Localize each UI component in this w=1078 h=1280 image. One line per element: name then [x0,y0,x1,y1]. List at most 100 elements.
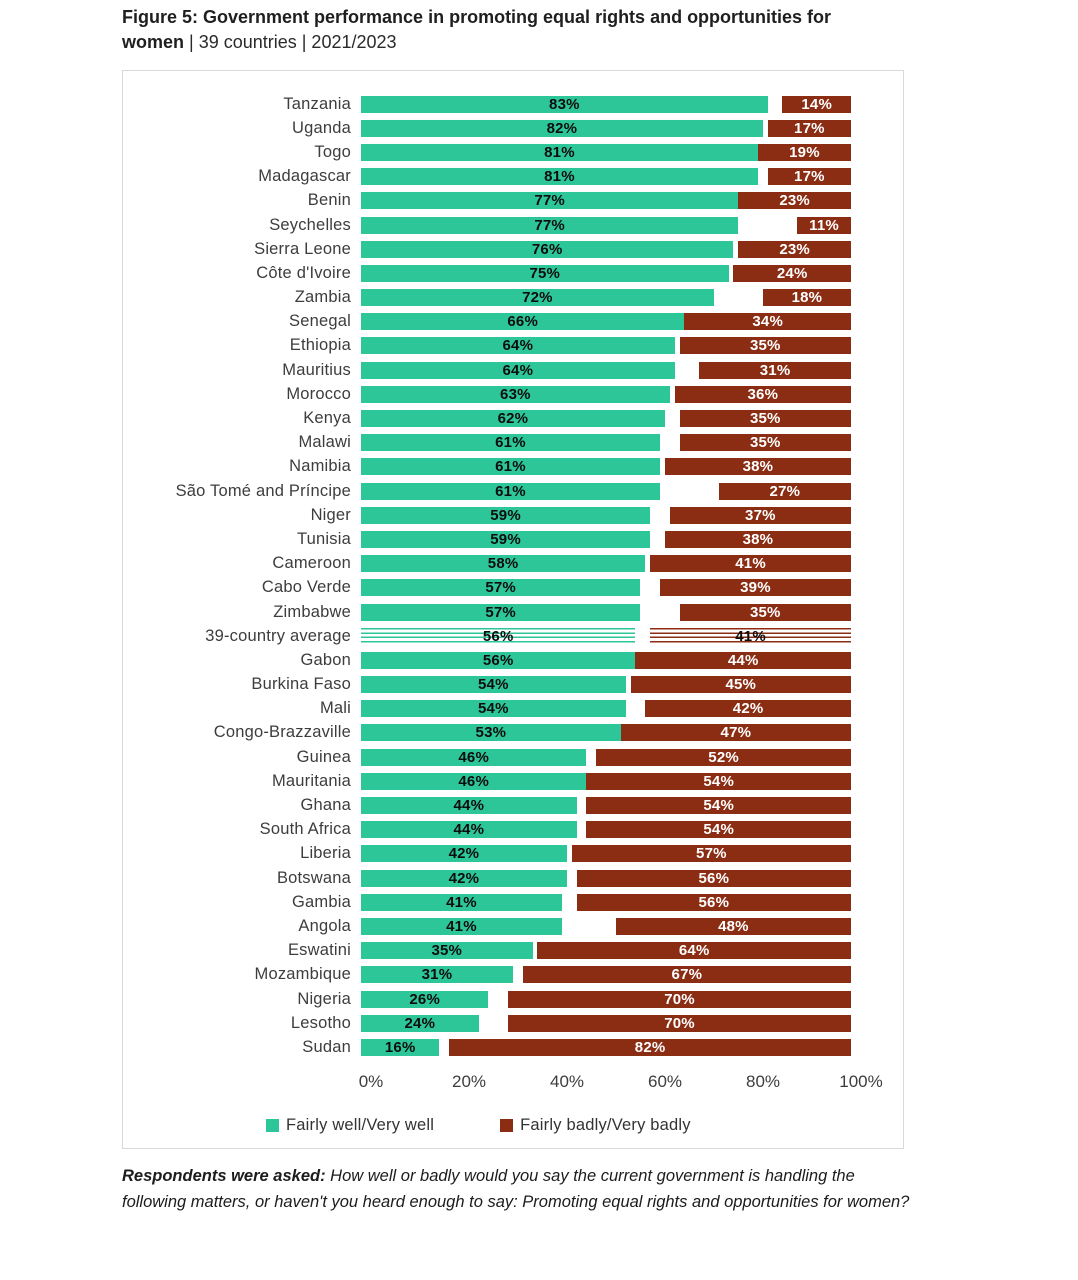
legend-swatch-badly-icon [500,1118,514,1132]
country-label: Angola [298,916,351,935]
bar-track: 61% 38% [361,458,851,476]
bar-well-label: 83% [549,95,580,113]
chart-row: Uganda 82% 17% [123,116,903,140]
bar-well [361,627,636,645]
bar-track: 58% 41% [361,555,851,573]
bar-well-label: 54% [477,700,509,718]
chart-row: Gabon 56% 44% [123,648,903,672]
bar-badly [650,627,851,645]
bar-well-label: 63% [500,385,531,403]
bar-badly [615,917,851,935]
country-label: Liberia [300,844,351,863]
bar-well-label: 77% [534,216,565,234]
bar-badly-label: 41% [735,627,766,645]
bar-well-label: 31% [421,966,453,984]
country-label: São Tomé and Príncipe [175,481,351,500]
country-label: Zimbabwe [273,602,351,621]
bar-well-label: 44% [453,821,485,839]
bar-well [361,966,513,984]
bar-well-label: 81% [544,168,575,186]
bar-badly-label: 47% [720,724,752,742]
bar-well [361,555,646,573]
bar-badly [684,313,851,331]
bar-badly-label: 38% [742,530,774,548]
x-tick: 0% [358,1072,384,1091]
bar-badly-label: 31% [759,361,791,379]
country-label: Madagascar [258,167,351,186]
bar-well [361,917,562,935]
bar-badly [576,893,851,911]
country-label: Cameroon [272,554,351,573]
country-label: Sierra Leone [254,239,351,258]
bar-track: 75% 24% [361,264,851,282]
chart-row: Morocco 63% 36% [123,382,903,406]
bar-badly [586,821,851,839]
bar-well-label: 61% [495,458,526,476]
bar-well-label: 61% [495,482,526,500]
bar-track: 42% 57% [361,845,851,863]
chart-row: Eswatini 35% 64% [123,939,903,963]
bar-badly [738,240,851,258]
bar-badly [645,700,851,718]
bar-track: 64% 35% [361,337,851,355]
bar-well [361,313,685,331]
bar-badly-label: 24% [776,264,808,282]
bar-well-label: 61% [495,434,526,452]
country-label: Eswatini [287,941,351,960]
bar-badly-label: 57% [696,845,727,863]
bar-badly-label: 45% [725,676,757,694]
bar-well-label: 58% [487,555,519,573]
figure-title-bold: Figure 5: Government performance in prom… [122,7,832,52]
bar-well-label: 24% [404,1014,436,1032]
chart-rows: Tanzania 83% 14% Uganda 82% 17% Togo 81%… [123,92,903,1060]
figure-title: Figure 5: Government performance in prom… [122,5,842,55]
chart-row: Cameroon 58% 41% [123,552,903,576]
bar-well-label: 72% [522,289,553,307]
bar-well-label: 41% [446,917,477,935]
bar-track: 64% 31% [361,361,851,379]
bar-badly-label: 56% [698,869,730,887]
bar-well [361,1038,440,1056]
chart-row: Kenya 62% 35% [123,406,903,430]
bar-track: 56% 44% [361,651,851,669]
bar-badly [733,264,851,282]
bar-well-label: 64% [502,337,534,355]
bar-well [361,337,675,355]
bar-well [361,264,729,282]
bar-badly-label: 44% [727,651,759,669]
chart-row: Namibia 61% 38% [123,455,903,479]
country-label: Uganda [292,118,351,137]
bar-well [361,530,651,548]
country-label: Togo [314,142,351,161]
bar-track: 41% 48% [361,917,851,935]
country-label: Cabo Verde [261,578,351,597]
chart-row: Gambia 41% 56% [123,890,903,914]
bar-well-label: 62% [497,410,529,428]
bar-badly-label: 35% [749,434,781,452]
bar-well [361,458,660,476]
country-label: Mauritania [271,771,351,790]
footnote-text: How well or badly would you say the curr… [122,1167,910,1211]
bar-track: 44% 54% [361,797,851,815]
bar-track: 53% 47% [361,724,851,742]
country-label: Gabon [300,650,351,669]
bar-badly-label: 67% [671,966,703,984]
bar-track: 66% 34% [361,313,851,331]
bar-badly [679,434,851,452]
chart-row: Malawi 61% 35% [123,431,903,455]
bar-badly [738,192,851,210]
bar-track: 35% 64% [361,942,851,960]
bar-badly [586,797,851,815]
country-label: Lesotho [290,1013,351,1032]
bar-track: 59% 38% [361,530,851,548]
bar-well-label: 41% [446,893,477,911]
bar-track: 82% 17% [361,119,851,137]
bar-well-label: 26% [409,990,440,1008]
bar-badly-label: 82% [634,1038,666,1056]
bar-well [361,240,734,258]
country-label: Nigeria [297,989,351,1008]
bar-well [361,651,636,669]
country-label: Ethiopia [289,336,351,355]
bar-badly-label: 37% [745,506,776,524]
legend-label-well: Fairly well/Very well [286,1115,435,1134]
